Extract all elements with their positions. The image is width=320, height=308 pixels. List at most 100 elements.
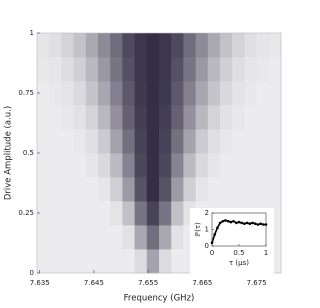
heatmap-cell — [73, 153, 87, 178]
heatmap-cell — [244, 57, 257, 82]
heatmap-cell — [268, 105, 282, 130]
inset-point — [221, 219, 225, 223]
heatmap-cell — [122, 153, 135, 178]
heatmap-cell — [195, 177, 209, 202]
heatmap-cell — [171, 225, 184, 250]
heatmap-cell — [122, 225, 135, 250]
heatmap-cell — [122, 33, 135, 58]
heatmap-cell — [146, 129, 160, 154]
heatmap-cell — [73, 225, 87, 250]
y-tick-label: 0.25 — [18, 209, 34, 217]
heatmap-cell — [98, 153, 111, 178]
heatmap-cell — [134, 177, 148, 202]
heatmap-cell — [159, 105, 172, 130]
heatmap-cell — [232, 177, 245, 202]
heatmap-cell — [268, 81, 282, 106]
heatmap-cell — [256, 81, 270, 106]
inset-x-label: τ (μs) — [229, 259, 249, 267]
heatmap-cell — [122, 105, 135, 130]
heatmap-cell — [183, 129, 196, 154]
heatmap-cell — [244, 153, 257, 178]
inset-point — [245, 221, 249, 225]
heatmap-cell — [244, 177, 257, 202]
heatmap-cell — [134, 129, 148, 154]
heatmap-cell — [183, 177, 196, 202]
heatmap-cell — [220, 129, 233, 154]
inset-point — [213, 233, 216, 236]
heatmap-cell — [207, 81, 221, 106]
inset-point — [232, 219, 235, 223]
inset-point — [251, 221, 254, 225]
heatmap-cell — [73, 105, 87, 130]
heatmap-cell — [61, 129, 74, 154]
heatmap-cell — [146, 81, 160, 106]
heatmap-cell — [73, 81, 87, 106]
heatmap-cell — [85, 33, 99, 58]
heatmap-cell — [134, 105, 148, 130]
heatmap-cell — [146, 33, 160, 58]
heatmap-cell — [49, 249, 62, 274]
heatmap-cell — [207, 33, 221, 58]
heatmap-cell — [73, 129, 87, 154]
x-tick-label: 7.645 — [84, 279, 104, 287]
heatmap-cell — [171, 177, 184, 202]
heatmap-cell — [85, 57, 99, 82]
heatmap-cell — [61, 177, 74, 202]
heatmap-cell — [195, 129, 209, 154]
heatmap-cell — [134, 201, 148, 226]
heatmap-cell — [85, 177, 99, 202]
heatmap-cell — [110, 225, 123, 250]
heatmap-cell — [122, 81, 135, 106]
heatmap-cell — [159, 33, 172, 58]
heatmap-cell — [61, 153, 74, 178]
heatmap-cell — [85, 81, 99, 106]
heatmap-cell — [110, 57, 123, 82]
x-tick-label: 7.635 — [30, 279, 50, 287]
heatmap-cell — [171, 81, 184, 106]
heatmap-cell — [183, 57, 196, 82]
heatmap-cell — [159, 153, 172, 178]
heatmap-cell — [256, 153, 270, 178]
heatmap-cell — [232, 129, 245, 154]
inset-point — [262, 223, 265, 226]
heatmap-cell — [110, 81, 123, 106]
heatmap-cell — [49, 33, 62, 58]
heatmap-cell — [37, 81, 50, 106]
heatmap-cell — [146, 57, 160, 82]
inset-point — [264, 223, 268, 226]
heatmap-cell — [159, 201, 172, 226]
heatmap-cell — [73, 201, 87, 226]
heatmap-cell — [61, 105, 74, 130]
inset-point — [248, 222, 252, 226]
heatmap-cell — [159, 177, 172, 202]
x-tick-label: 7.675 — [247, 279, 267, 287]
heatmap-cell — [134, 81, 148, 106]
inset-point — [235, 221, 238, 225]
heatmap-cell — [195, 81, 209, 106]
heatmap-cell — [183, 81, 196, 106]
heatmap-cell — [183, 153, 196, 178]
heatmap-cell — [159, 81, 172, 106]
x-axis-label: Frequency (GHz) — [124, 294, 195, 304]
heatmap-cell — [49, 129, 62, 154]
y-tick-label: 1 — [30, 29, 34, 37]
inset-y-tick-label: 2 — [205, 209, 209, 217]
heatmap-cell — [110, 249, 123, 274]
heatmap-cell — [171, 201, 184, 226]
heatmap-cell — [122, 177, 135, 202]
heatmap-cell — [110, 105, 123, 130]
heatmap-cell — [122, 129, 135, 154]
heatmap-cell — [98, 249, 111, 274]
y-tick-label: 0.75 — [18, 89, 34, 97]
heatmap-cell — [256, 177, 270, 202]
heatmap-cell — [85, 129, 99, 154]
heatmap-cell — [110, 153, 123, 178]
heatmap-cell — [37, 33, 50, 58]
heatmap-cell — [73, 33, 87, 58]
heatmap-cell — [207, 105, 221, 130]
inset-x-tick-label: 0 — [210, 249, 214, 257]
heatmap-cell — [146, 105, 160, 130]
heatmap-cell — [256, 57, 270, 82]
heatmap-cell — [220, 81, 233, 106]
heatmap-cell — [49, 81, 62, 106]
